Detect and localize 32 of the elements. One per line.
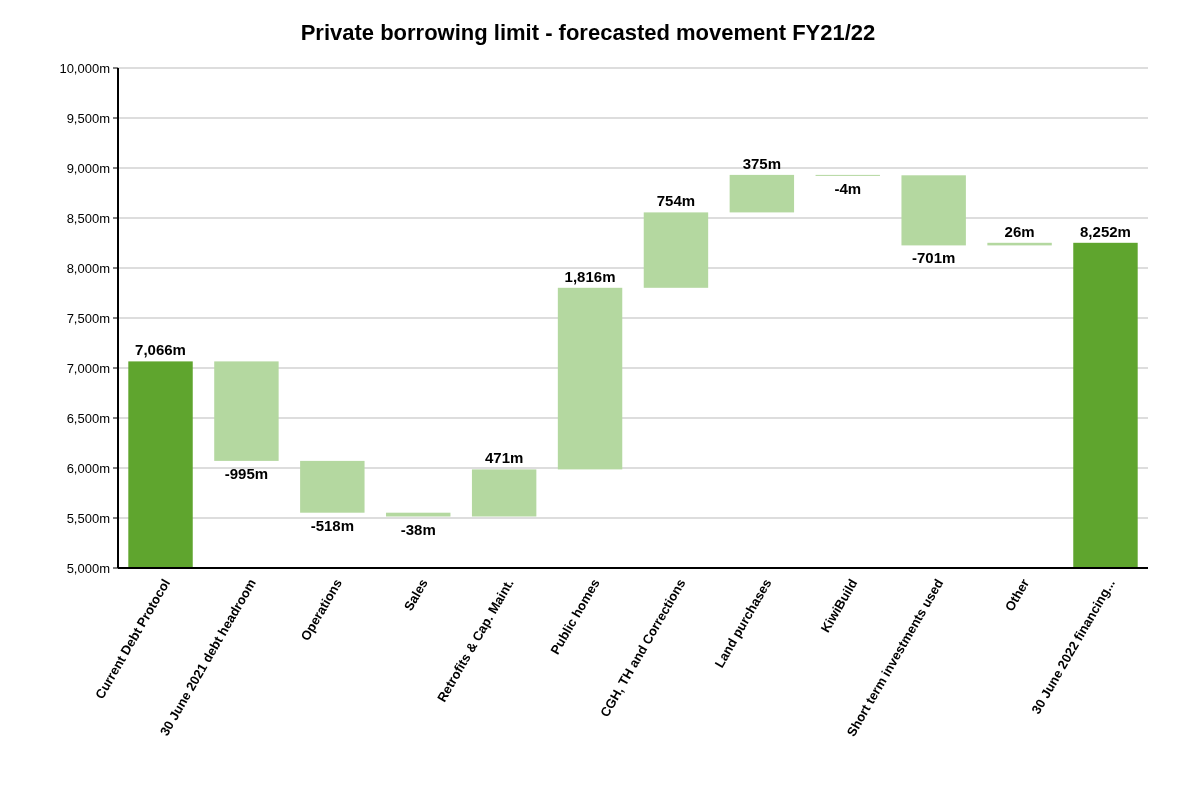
bar [386, 512, 451, 517]
bar [643, 212, 709, 288]
data-label: 8,252m [1080, 222, 1131, 240]
y-tick-label: 9,000m [66, 160, 110, 176]
data-label: -995m [224, 464, 269, 482]
y-tick-label: 5,500m [66, 510, 110, 526]
y-tick-label: 6,500m [66, 410, 110, 426]
bar [557, 287, 623, 470]
bar [300, 460, 365, 513]
bar [901, 175, 966, 246]
data-label: 1,816m [564, 267, 616, 285]
data-label: -518m [310, 516, 355, 534]
y-tick-label: 10,000m [59, 60, 110, 76]
y-tick-label: 6,000m [66, 460, 110, 476]
data-label: 471m [484, 449, 524, 467]
data-label: 26m [1004, 222, 1035, 240]
data-label: -38m [400, 520, 436, 538]
bar [729, 174, 795, 213]
y-tick-label: 7,500m [66, 310, 110, 326]
data-label: -701m [911, 249, 956, 267]
y-tick-label: 7,000m [66, 360, 110, 376]
y-tick-label: 8,500m [66, 210, 110, 226]
data-label: 375m [742, 154, 782, 172]
data-label: 754m [656, 192, 696, 210]
y-tick-label: 5,000m [66, 560, 110, 576]
bar [471, 469, 537, 517]
chart-title: Private borrowing limit - forecasted movement FY21/22 [300, 20, 876, 45]
data-label: -4m [834, 179, 862, 197]
bar [214, 361, 279, 461]
y-tick-label: 8,000m [66, 260, 110, 276]
y-tick-label: 9,500m [66, 110, 110, 126]
data-label: 7,066m [135, 341, 186, 359]
